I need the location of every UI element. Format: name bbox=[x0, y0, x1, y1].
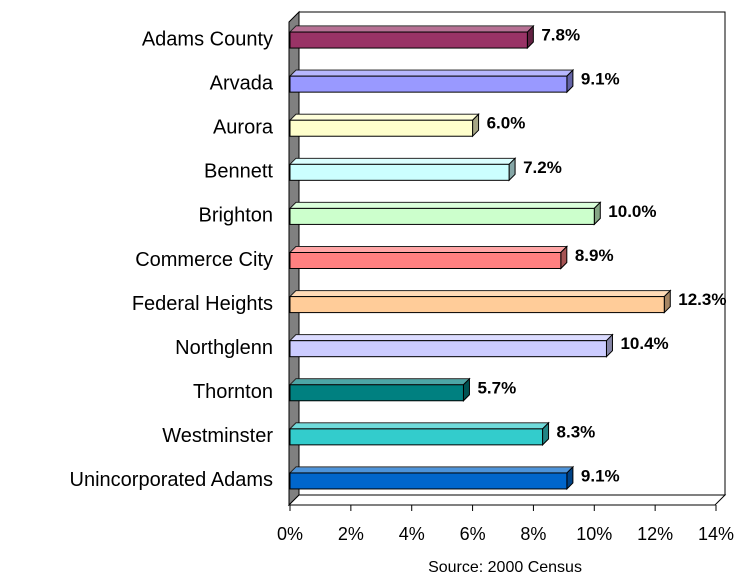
bar-top-shade bbox=[290, 290, 671, 297]
value-label: 7.8% bbox=[541, 26, 580, 45]
bar-side-shade bbox=[566, 466, 573, 489]
bar-front bbox=[289, 252, 562, 269]
y-tick-label: Thornton bbox=[193, 381, 273, 403]
bar bbox=[288, 289, 672, 314]
x-tick-label: 10% bbox=[576, 524, 612, 544]
y-tick-label: Adams County bbox=[142, 28, 273, 50]
bar-side-shade bbox=[463, 378, 470, 401]
bar-front bbox=[289, 428, 544, 446]
bar-top-shade bbox=[290, 26, 534, 33]
bar-front bbox=[289, 340, 607, 358]
y-tick-label: Arvada bbox=[210, 72, 274, 94]
bar-front bbox=[289, 207, 595, 225]
y-tick-label: Federal Heights bbox=[132, 293, 273, 315]
bar-front bbox=[289, 75, 568, 93]
x-tick-label: 8% bbox=[520, 524, 546, 544]
bar-side-shade bbox=[560, 246, 567, 269]
bar bbox=[288, 68, 575, 94]
source-note: Source: 2000 Census bbox=[428, 559, 582, 576]
value-label: 9.1% bbox=[581, 466, 620, 485]
x-tick-label: 12% bbox=[637, 524, 673, 544]
bar-top-shade bbox=[290, 202, 601, 209]
value-label: 7.2% bbox=[523, 158, 562, 177]
bar bbox=[288, 421, 550, 447]
bar-front bbox=[289, 163, 510, 181]
bar bbox=[288, 113, 480, 138]
y-tick-label: Unincorporated Adams bbox=[70, 469, 273, 491]
y-tick-label: Westminster bbox=[162, 425, 273, 447]
bar bbox=[288, 24, 535, 50]
bar-front bbox=[289, 384, 464, 402]
bar-top-shade bbox=[290, 422, 549, 429]
floor bbox=[287, 494, 727, 506]
bar-side-shade bbox=[594, 202, 601, 225]
bar bbox=[288, 201, 602, 226]
bar bbox=[288, 377, 471, 402]
x-tick-label: 4% bbox=[399, 524, 425, 544]
value-label: 12.3% bbox=[678, 290, 726, 309]
x-tick-label: 6% bbox=[460, 524, 486, 544]
x-tick-label: 14% bbox=[698, 524, 734, 544]
bar bbox=[288, 245, 569, 270]
bar bbox=[288, 465, 575, 491]
bar-front bbox=[289, 296, 665, 314]
value-label: 10.4% bbox=[620, 334, 668, 353]
bar-side-shade bbox=[664, 290, 671, 313]
y-tick-label: Bennett bbox=[204, 161, 273, 183]
y-tick-label: Northglenn bbox=[175, 337, 273, 359]
bar-top-shade bbox=[290, 114, 479, 121]
y-tick-label: Commerce City bbox=[135, 249, 273, 271]
bar-side-shade bbox=[542, 422, 549, 445]
bar-top-shade bbox=[290, 466, 573, 473]
bar-front bbox=[289, 31, 528, 49]
bar-top-shade bbox=[290, 158, 516, 165]
bar-top-shade bbox=[290, 246, 567, 253]
value-label: 9.1% bbox=[581, 70, 620, 89]
y-tick-label: Aurora bbox=[213, 117, 274, 139]
bar bbox=[288, 157, 517, 182]
x-tick-label: 2% bbox=[338, 524, 364, 544]
bar-side-shade bbox=[527, 26, 534, 49]
bar-top-shade bbox=[290, 70, 573, 77]
bar-side-shade bbox=[509, 158, 516, 181]
bar-top-shade bbox=[290, 334, 613, 341]
bar-front bbox=[289, 472, 568, 490]
value-label: 8.9% bbox=[575, 246, 614, 265]
y-tick-label: Brighton bbox=[199, 205, 274, 227]
bar bbox=[288, 333, 614, 358]
x-tick-label: 0% bbox=[277, 524, 303, 544]
bar-side-shade bbox=[472, 114, 479, 137]
value-label: 5.7% bbox=[477, 378, 516, 397]
value-label: 10.0% bbox=[608, 202, 656, 221]
value-label: 6.0% bbox=[487, 114, 526, 133]
bar-side-shade bbox=[606, 334, 613, 357]
bar-side-shade bbox=[566, 70, 573, 93]
bar-top-shade bbox=[290, 378, 470, 385]
value-label: 8.3% bbox=[557, 422, 596, 441]
bar-front bbox=[289, 119, 474, 137]
